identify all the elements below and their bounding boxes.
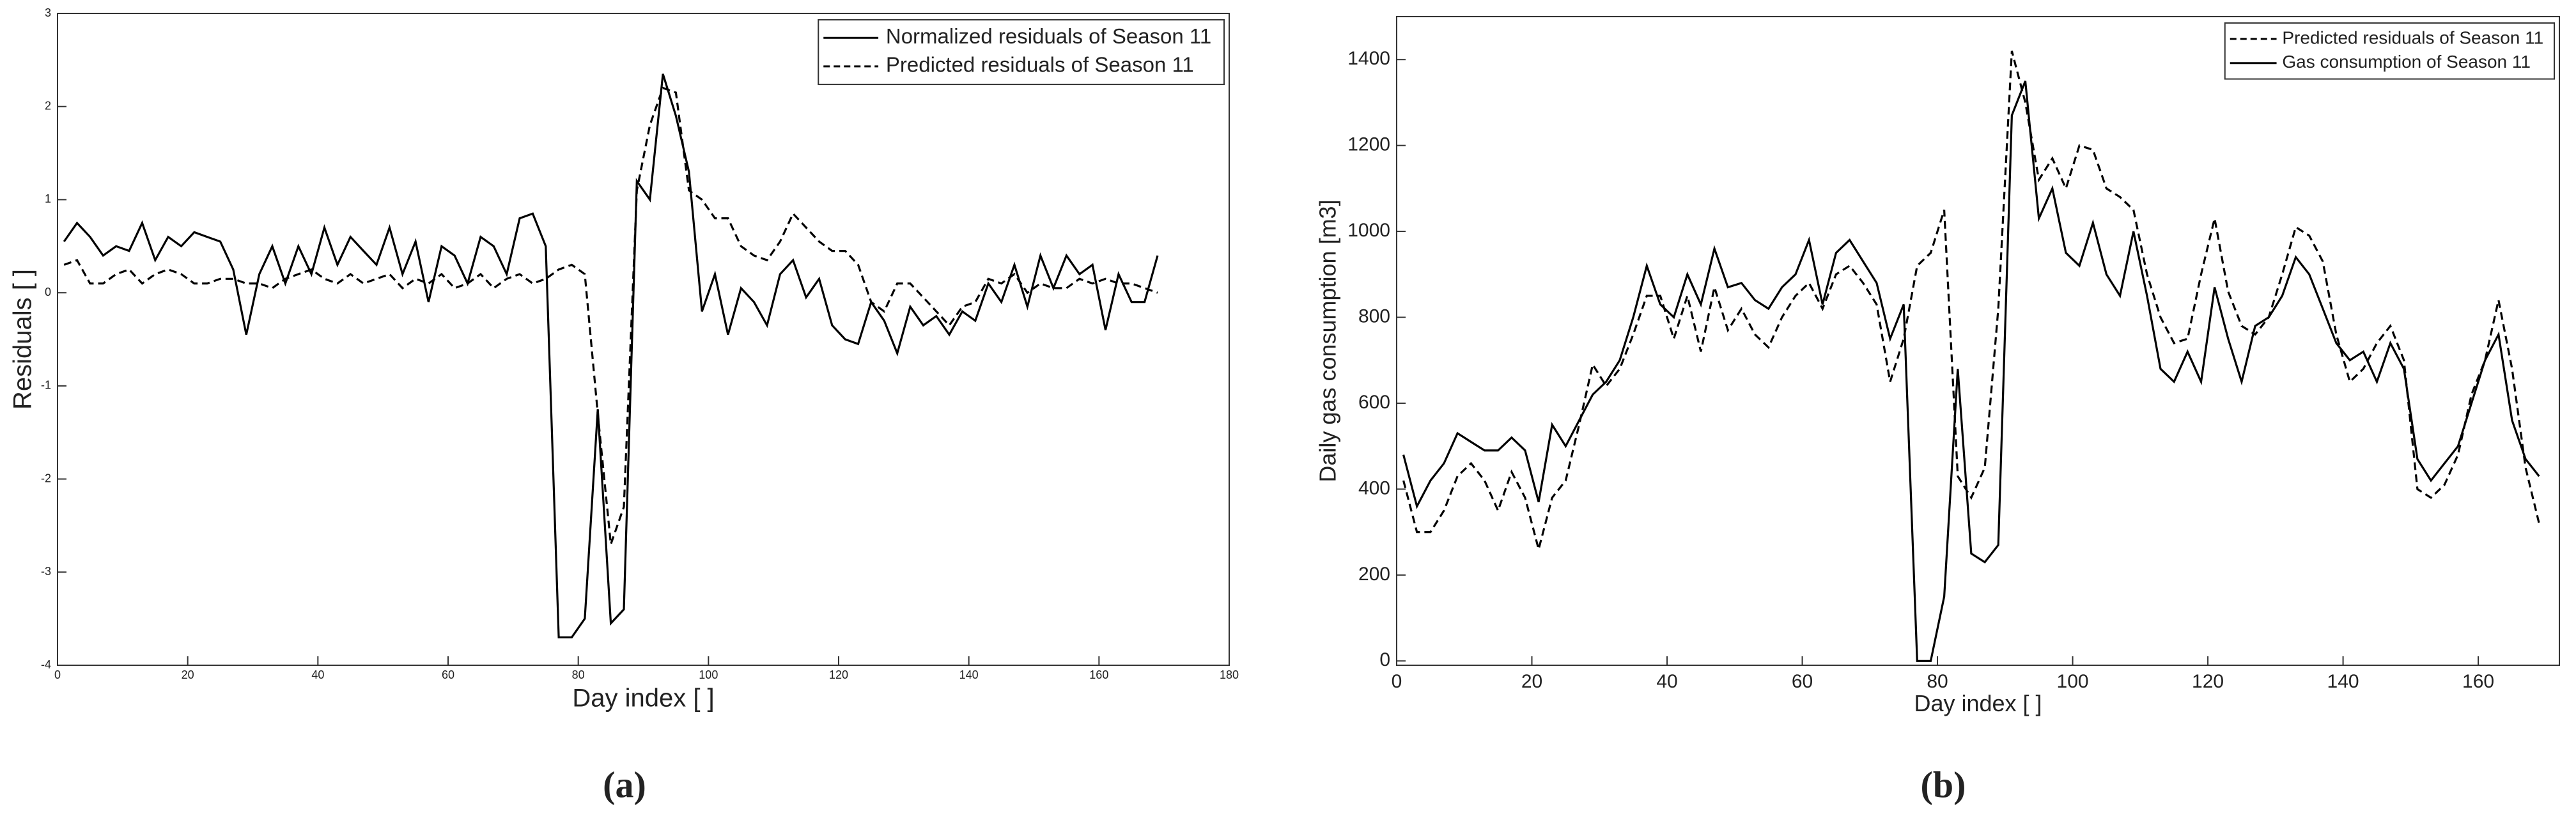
x-tick-label: 140: [959, 668, 979, 681]
x-tick-label: 100: [2057, 671, 2089, 692]
x-tick-label: 40: [311, 668, 324, 681]
x-tick-label: 180: [1220, 668, 1239, 681]
x-tick-label: 120: [829, 668, 848, 681]
x-tick-label: 160: [2462, 671, 2494, 692]
panel-label: (a): [603, 764, 646, 805]
y-tick-label: -1: [41, 379, 51, 392]
x-tick-label: 0: [1392, 671, 1402, 692]
y-tick-label: 400: [1358, 477, 1390, 498]
y-tick-label: 200: [1358, 564, 1390, 585]
x-tick-label: 60: [442, 668, 454, 681]
x-tick-label: 120: [2192, 671, 2224, 692]
legend-label: Predicted residuals of Season 11: [886, 53, 1194, 77]
data-line: [1402, 81, 2540, 662]
data-line: [1402, 50, 2540, 553]
y-axis-label: Residuals [ ]: [9, 269, 37, 410]
y-tick-label: 1400: [1347, 48, 1390, 69]
panel-label: (b): [1921, 764, 1966, 805]
x-tick-label: 100: [699, 668, 718, 681]
x-tick-label: 20: [182, 668, 194, 681]
x-tick-label: 40: [1656, 671, 1677, 692]
y-tick-label: -4: [41, 658, 51, 671]
plot-area: [57, 13, 1230, 666]
y-tick-label: 1: [45, 192, 51, 205]
y-tick-label: 3: [45, 6, 51, 19]
y-tick-label: 600: [1358, 392, 1390, 413]
x-tick-label: 80: [1927, 671, 1948, 692]
legend-label: Gas consumption of Season 11: [2282, 52, 2531, 72]
x-tick-label: 0: [54, 668, 61, 681]
x-axis-label: Day index [ ]: [1914, 690, 2042, 716]
y-tick-label: -3: [41, 565, 51, 578]
y-axis-label: Daily gas consumption [m3]: [1315, 199, 1341, 482]
y-tick-label: 0: [45, 286, 51, 298]
x-axis-label: Day index [ ]: [572, 684, 714, 713]
y-tick-label: 1000: [1347, 220, 1390, 241]
y-tick-label: 0: [1379, 649, 1390, 670]
legend-label: Predicted residuals of Season 11: [2282, 27, 2543, 47]
y-tick-label: 2: [45, 99, 51, 112]
legend: Predicted residuals of Season 11 Gas cons…: [2224, 22, 2556, 80]
x-tick-label: 160: [1089, 668, 1108, 681]
legend-label: Normalized residuals of Season 11: [886, 24, 1211, 48]
x-tick-label: 140: [2327, 671, 2359, 692]
plot-area: [1396, 16, 2560, 666]
y-tick-label: 1200: [1347, 134, 1390, 155]
y-tick-label: -2: [41, 472, 51, 484]
legend-box: [818, 19, 1225, 86]
x-tick-label: 60: [1792, 671, 1813, 692]
x-tick-label: 80: [572, 668, 585, 681]
y-tick-label: 800: [1358, 305, 1390, 327]
legend-box: [2224, 22, 2556, 80]
x-tick-label: 20: [1521, 671, 1542, 692]
data-line: [63, 73, 1159, 638]
legend: Normalized residuals of Season 11 Predict…: [818, 19, 1225, 86]
